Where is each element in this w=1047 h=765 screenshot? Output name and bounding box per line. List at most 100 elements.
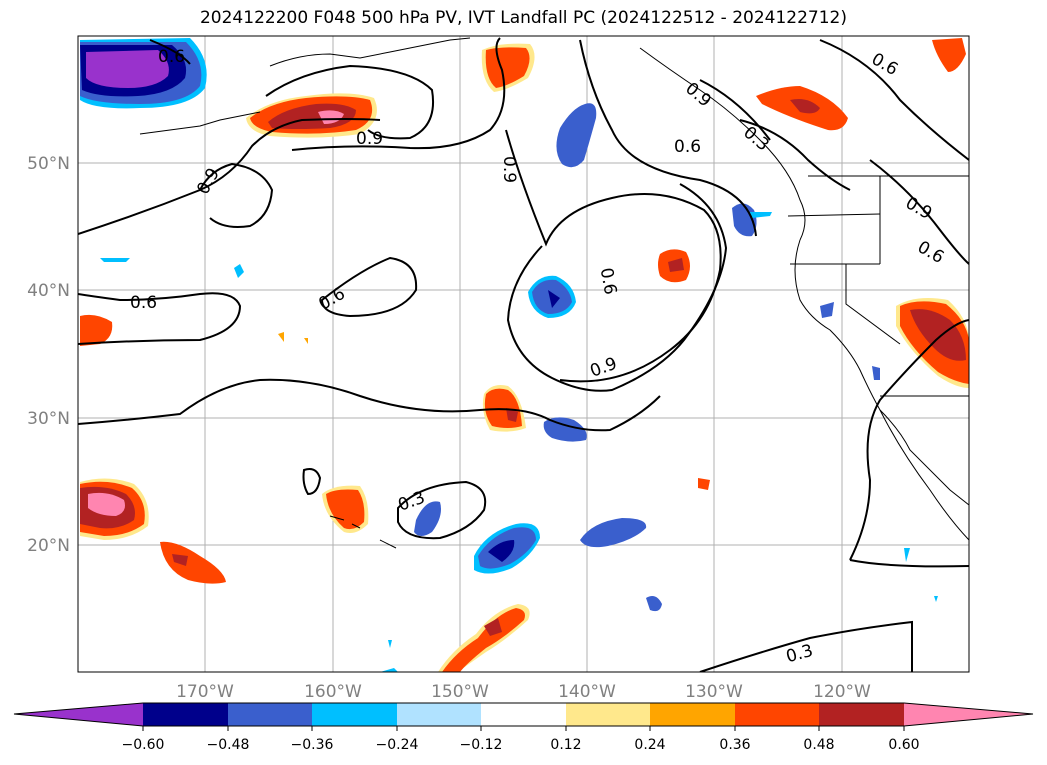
state-border-nv-ca	[845, 264, 901, 345]
contour-0.9-inner-loop	[199, 162, 274, 228]
contour-label: 0.9	[499, 156, 519, 183]
map-title: 2024122200 F048 500 hPa PV, IVT Landfall…	[199, 8, 847, 28]
colorbar-tick-label: 0.12	[550, 737, 581, 753]
colorbar-segment	[819, 703, 904, 726]
colorbar-tick-label: −0.12	[460, 737, 503, 753]
colorbar-tick-label: 0.60	[888, 737, 919, 753]
pv-blob-negative-14	[904, 548, 910, 562]
aleutian-islands	[139, 111, 261, 135]
contour-0.6-nw	[149, 39, 191, 65]
colorbar-segment	[312, 703, 397, 726]
pv-blob-negative-16	[388, 640, 392, 648]
pv-contours	[78, 37, 969, 672]
pv-blob-negative-1-peak	[86, 50, 169, 88]
contour-0.6-east-coast	[869, 159, 969, 265]
lat-tick-label: 40°N	[27, 281, 70, 301]
pv-blob-positive-10-core	[326, 489, 365, 530]
pv-blob-negative-2	[556, 103, 597, 168]
contour-label: 0.6	[596, 266, 620, 296]
pv-blob-positive-11	[160, 541, 226, 584]
pv-blob-negative-15	[934, 596, 938, 602]
colorbar-tick-label: −0.36	[291, 737, 334, 753]
colorbar-tick-label: 0.36	[719, 737, 750, 753]
lon-tick-label: 140°W	[558, 682, 616, 702]
longitude-labels: 170°W 160°W 150°W 140°W 130°W 120°W	[176, 682, 871, 702]
contour-0.6-west-loop	[78, 292, 242, 345]
pv-blob-positive-4	[932, 38, 966, 72]
contour-label: 0.9	[356, 129, 383, 149]
lat-tick-label: 50°N	[27, 154, 70, 174]
pv-blob-negative-11	[234, 264, 244, 278]
lon-tick-label: 170°W	[176, 682, 234, 702]
contour-0.6-central	[505, 129, 722, 383]
pv-blob-negative-8	[580, 518, 647, 548]
contour-0.9-pacific	[506, 183, 728, 392]
pv-blob-positive-11-core	[172, 554, 188, 566]
contour-0.9-east-coast	[819, 39, 969, 161]
colorbar-segment	[481, 703, 566, 726]
pv-blob-negative-10	[100, 258, 130, 262]
pv-blob-positive-7	[80, 314, 113, 346]
pv-blob-positive-13-core	[442, 608, 525, 672]
pv-blob-positive-14	[278, 332, 284, 342]
lat-tick-label: 30°N	[27, 409, 70, 429]
pv-blob-negative-4-peak	[548, 290, 560, 308]
pv-blob-positive-6-core	[910, 309, 966, 361]
colorbar-extend-min	[14, 703, 143, 726]
coastlines	[139, 37, 969, 549]
colorbar-segment	[143, 703, 228, 726]
colorbar-segment	[228, 703, 312, 726]
colorbar-tick-label: 0.48	[803, 737, 834, 753]
hawaiian-islands	[329, 515, 397, 549]
pv-blob-positive-5-core	[668, 258, 684, 272]
lon-tick-label: 160°W	[304, 682, 362, 702]
lon-tick-label: 130°W	[685, 682, 743, 702]
pv-blob-positive-15	[304, 338, 308, 344]
map-frame	[77, 35, 970, 673]
colorbar-segment	[735, 703, 819, 726]
contour-0.6-hawaii	[78, 378, 661, 432]
colorbar-tick-label: −0.48	[207, 737, 250, 753]
contour-label: 0.6	[158, 47, 185, 67]
contour-label: 0.6	[130, 293, 157, 313]
colorbar-extend-max	[904, 703, 1033, 726]
alaska-coast	[269, 37, 471, 67]
contour-lower-east	[849, 559, 969, 568]
contour-0.6-main	[78, 118, 381, 235]
contour-0.3-bottom	[699, 620, 913, 672]
lon-tick-label: 120°W	[813, 682, 871, 702]
latitude-labels: 50°N 40°N 30°N 20°N	[27, 154, 70, 556]
pv-blob-positive-13-peak	[484, 618, 502, 636]
pv-blob-positive-3-core	[790, 99, 820, 114]
contour-0.3-canada	[699, 79, 771, 141]
pv-blob-negative-3	[732, 203, 757, 237]
contour-label: 0.6	[674, 137, 701, 157]
contour-0.9-alaska	[265, 64, 434, 140]
lat-tick-label: 20°N	[27, 536, 70, 556]
colorbar-tick-label: 0.24	[634, 737, 665, 753]
pv-blob-negative-17	[380, 668, 398, 672]
contour-0.3-east	[849, 319, 969, 561]
pv-blob-positive-1-peak	[318, 110, 344, 124]
contour-0.6-north-bc	[579, 39, 757, 237]
pv-blob-negative-18	[748, 212, 772, 218]
contour-small-loop-2	[320, 256, 418, 318]
colorbar-tick-label: −0.60	[122, 737, 165, 753]
contour-0.3-loop	[397, 480, 487, 540]
pv-blob-negative-13	[872, 366, 880, 380]
colorbar: −0.60 −0.48 −0.36 −0.24 −0.12 0.12 0.24 …	[13, 702, 1034, 753]
colorbar-tick-label: −0.24	[376, 737, 419, 753]
negative-pv-features	[80, 38, 938, 672]
pv-blob-positive-2-core	[485, 47, 530, 88]
colorbar-ticks	[142, 726, 905, 731]
pv-blob-negative-9	[646, 596, 662, 612]
colorbar-segment	[397, 703, 481, 726]
baja-california	[879, 409, 969, 541]
us-west-coast	[794, 239, 969, 506]
pv-blob-negative-7-peak	[488, 540, 515, 562]
contour-0.9-east	[291, 37, 506, 151]
pv-blob-negative-5	[543, 417, 587, 442]
pv-blob-negative-6	[414, 501, 441, 536]
colorbar-segment	[650, 703, 735, 726]
